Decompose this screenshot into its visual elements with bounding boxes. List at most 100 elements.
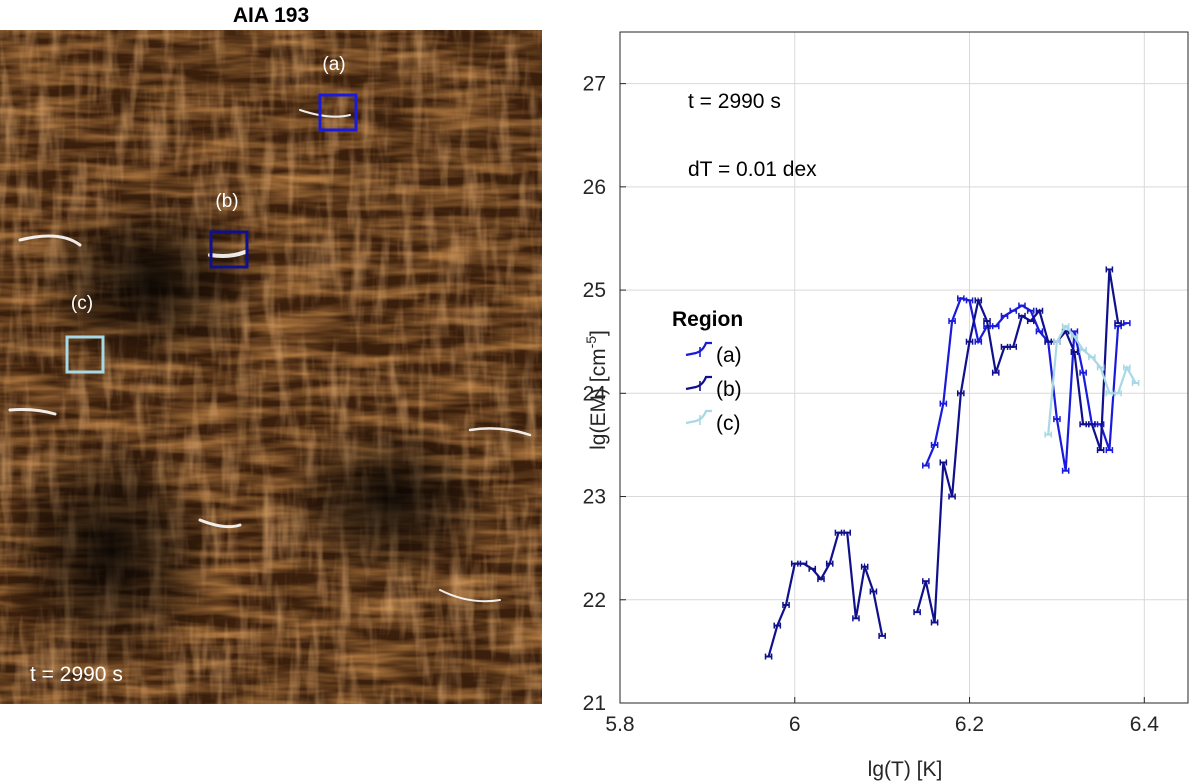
y-tick-label: 25 — [583, 279, 606, 302]
legend-swatch — [685, 409, 712, 425]
data-point — [1035, 307, 1044, 314]
data-point — [1105, 266, 1114, 273]
data-point — [790, 560, 799, 567]
data-point — [1096, 364, 1105, 371]
data-point — [764, 653, 773, 660]
data-point — [1123, 364, 1131, 371]
x-tick-label: 6.2 — [955, 713, 984, 736]
annotation-time: t = 2990 s — [688, 90, 781, 113]
data-point — [922, 578, 930, 585]
data-point — [1026, 307, 1035, 314]
y-tick-label: 26 — [583, 176, 606, 199]
data-point — [1000, 343, 1009, 350]
data-point — [1079, 369, 1087, 376]
y-axis-label-exp: -5 — [583, 336, 599, 349]
data-point — [991, 369, 1000, 376]
data-point — [1123, 320, 1131, 327]
y-tick-label: 24 — [583, 382, 607, 405]
legend-label: (b) — [716, 378, 742, 401]
data-point — [1035, 328, 1044, 335]
svg-text:lg(EM) [cm-5]: lg(EM) [cm-5] — [583, 330, 610, 450]
y-tick-label: 27 — [583, 73, 606, 96]
annotation-dt: dT = 0.01 dex — [688, 158, 817, 181]
solar-image: (a) (b) (c) t = 2990 s — [0, 30, 542, 704]
legend: Region (a) (b) (c) — [672, 308, 743, 435]
data-point — [1053, 338, 1061, 345]
data-point — [869, 588, 878, 595]
data-point — [983, 318, 991, 325]
data-point — [860, 563, 869, 570]
data-point — [948, 318, 956, 325]
data-point — [1096, 447, 1105, 454]
region-b-label: (b) — [215, 191, 238, 212]
data-point — [1131, 379, 1140, 386]
data-point — [1105, 390, 1114, 397]
y-axis-label: lg(EM) [cm-5] — [583, 330, 610, 450]
data-point — [799, 560, 808, 567]
data-point — [852, 615, 860, 622]
data-point — [956, 295, 965, 302]
data-point — [1114, 390, 1122, 397]
data-point — [1026, 318, 1035, 325]
data-point — [991, 323, 1000, 330]
data-point — [1061, 467, 1070, 474]
data-point — [974, 338, 983, 345]
data-point — [1079, 346, 1087, 353]
data-point — [1070, 349, 1079, 356]
data-point — [1044, 431, 1052, 438]
legend-swatch — [685, 375, 712, 391]
x-tick-label: 6 — [789, 713, 801, 736]
image-time-label: t = 2990 s — [30, 663, 123, 686]
data-point — [1018, 302, 1026, 309]
data-point — [974, 297, 983, 304]
region-a-box — [318, 93, 358, 132]
data-point — [930, 619, 939, 626]
data-point — [1088, 421, 1096, 428]
x-tick-label: 5.8 — [605, 713, 634, 736]
data-point — [1070, 333, 1079, 340]
legend-item: (b) — [685, 375, 742, 401]
image-title: AIA 193 — [232, 4, 310, 27]
data-point — [1114, 320, 1122, 327]
data-point — [808, 565, 817, 572]
legend-item: (a) — [685, 341, 742, 367]
legend-label: (a) — [716, 344, 742, 367]
series-1 — [764, 266, 1122, 660]
data-point — [1088, 354, 1096, 361]
data-point — [1044, 338, 1052, 345]
data-point — [1000, 312, 1009, 319]
plot-frame — [619, 31, 1189, 704]
region-c-label: (c) — [71, 293, 93, 314]
data-point — [1009, 307, 1018, 314]
legend-label: (c) — [716, 412, 741, 435]
data-point — [843, 529, 852, 536]
data-point — [913, 609, 921, 616]
region-a-label: (a) — [322, 54, 345, 75]
data-point — [1053, 416, 1061, 423]
data-point — [782, 601, 790, 608]
data-point — [1061, 323, 1070, 330]
data-point — [825, 560, 834, 567]
data-point — [834, 529, 843, 536]
data-point — [1105, 447, 1114, 454]
data-point — [1079, 421, 1087, 428]
legend-swatch — [685, 341, 712, 357]
data-point — [1018, 312, 1026, 319]
y-tick-label: 23 — [583, 486, 606, 509]
data-point — [965, 297, 974, 304]
data-point — [939, 459, 948, 466]
region-b-box — [209, 230, 249, 269]
y-axis-label-text: lg(EM) [cm — [587, 348, 610, 450]
data-point — [939, 400, 948, 407]
data-point — [817, 576, 825, 583]
series-2 — [1044, 323, 1140, 438]
data-point — [956, 390, 965, 397]
data-point — [878, 632, 886, 639]
y-tick-label: 22 — [583, 589, 606, 612]
x-axis-label: lg(T) [K] — [868, 758, 943, 781]
legend-title: Region — [672, 308, 743, 331]
data-point — [965, 338, 974, 345]
data-point — [948, 493, 956, 500]
data-point — [922, 462, 930, 469]
